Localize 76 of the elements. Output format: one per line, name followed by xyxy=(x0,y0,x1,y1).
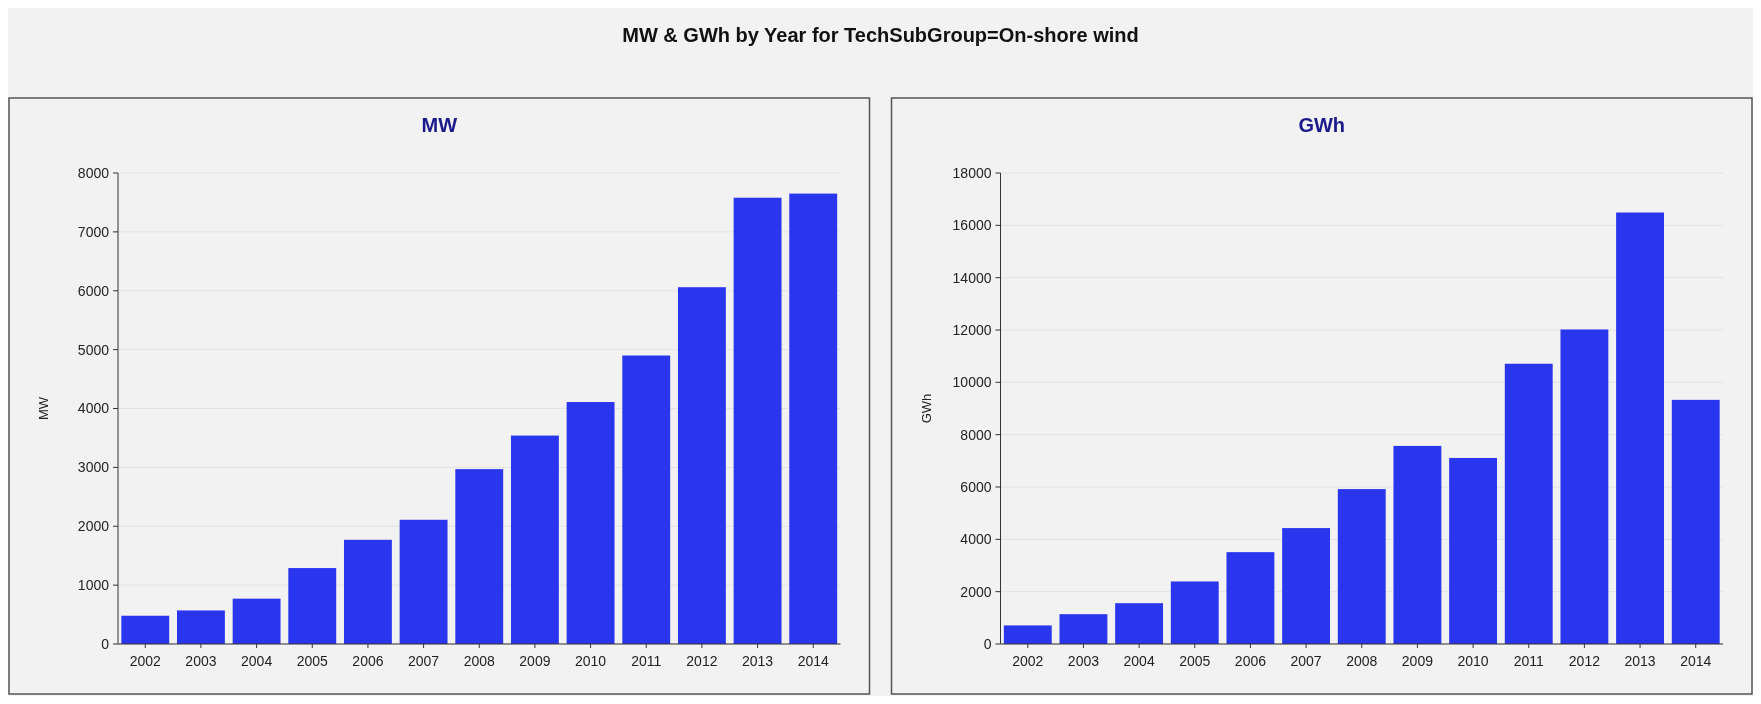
chart-title: MW xyxy=(421,114,458,136)
bar xyxy=(1337,489,1386,644)
x-tick-label: 2003 xyxy=(1067,653,1100,669)
bar xyxy=(177,610,225,644)
y-axis-title: GWh xyxy=(918,393,934,424)
x-tick-label: 2003 xyxy=(185,653,217,669)
bar xyxy=(1059,614,1108,644)
bar xyxy=(288,568,337,644)
chart-title: GWh xyxy=(1298,114,1346,136)
y-tick-label: 6000 xyxy=(960,478,992,495)
x-tick-label: 2012 xyxy=(686,653,718,669)
bar xyxy=(1115,603,1164,644)
x-tick-label: 2009 xyxy=(519,653,551,669)
y-tick-label: 8000 xyxy=(960,426,992,443)
y-tick-label: 2000 xyxy=(77,518,110,535)
y-tick-label: 6000 xyxy=(77,282,110,299)
x-tick-label: 2011 xyxy=(631,653,662,669)
bar xyxy=(622,355,671,644)
bar xyxy=(733,197,782,644)
x-tick-label: 2006 xyxy=(352,653,384,669)
bar xyxy=(455,469,504,644)
bar xyxy=(1282,528,1331,644)
x-tick-label: 2011 xyxy=(1513,653,1544,669)
x-tick-label: 2009 xyxy=(1401,653,1434,669)
bar xyxy=(789,193,838,644)
x-tick-label: 2008 xyxy=(1346,653,1378,669)
bar xyxy=(1393,445,1442,644)
bar xyxy=(510,435,559,644)
text: MW & GWh by Year for TechSubGroup=On-shore wind xyxy=(622,24,1139,46)
y-tick-label: 1000 xyxy=(77,577,110,594)
x-tick-label: 2014 xyxy=(1680,653,1712,669)
bar xyxy=(1504,363,1553,644)
bar xyxy=(121,615,170,644)
x-tick-label: 2004 xyxy=(1123,653,1155,669)
y-tick-label: 7000 xyxy=(77,223,110,240)
x-tick-label: 2008 xyxy=(463,653,496,669)
x-tick-label: 2013 xyxy=(1624,653,1656,669)
x-tick-label: 2010 xyxy=(1457,653,1489,669)
y-tick-label: 0 xyxy=(983,635,992,652)
x-tick-label: 2007 xyxy=(408,653,440,669)
x-tick-label: 2002 xyxy=(129,653,162,669)
y-tick-label: 5000 xyxy=(77,341,110,358)
bar xyxy=(232,598,281,644)
bar xyxy=(677,287,726,644)
bar xyxy=(1560,329,1609,644)
y-tick-label: 12000 xyxy=(952,321,992,338)
bar xyxy=(1671,399,1720,644)
bar xyxy=(1616,212,1664,644)
y-tick-label: 16000 xyxy=(952,217,992,234)
x-tick-label: 2012 xyxy=(1568,653,1601,669)
x-tick-label: 2010 xyxy=(575,653,607,669)
x-tick-label: 2002 xyxy=(1012,653,1044,669)
y-tick-label: 2000 xyxy=(960,583,992,600)
x-tick-label: 2007 xyxy=(1290,653,1322,669)
y-axis-title: MW xyxy=(36,396,51,421)
x-tick-label: 2004 xyxy=(241,653,273,669)
bar xyxy=(566,402,615,644)
bar xyxy=(399,519,448,644)
x-tick-label: 2006 xyxy=(1234,653,1267,669)
y-tick-label: 8000 xyxy=(77,164,110,181)
y-tick-label: 3000 xyxy=(77,459,110,476)
y-tick-label: 14000 xyxy=(952,269,992,286)
x-tick-label: 2005 xyxy=(1179,653,1211,669)
bar xyxy=(1003,625,1052,644)
bar xyxy=(1449,457,1498,644)
x-tick-label: 2013 xyxy=(741,653,774,669)
bar xyxy=(1170,581,1219,644)
bar xyxy=(1226,552,1275,644)
y-tick-label: 0 xyxy=(101,635,110,652)
y-tick-label: 10000 xyxy=(952,374,992,391)
y-tick-label: 18000 xyxy=(952,164,992,181)
y-tick-label: 4000 xyxy=(77,400,110,417)
bar xyxy=(343,539,392,644)
x-tick-label: 2014 xyxy=(797,653,830,669)
y-tick-label: 4000 xyxy=(960,531,992,548)
x-tick-label: 2005 xyxy=(296,653,329,669)
